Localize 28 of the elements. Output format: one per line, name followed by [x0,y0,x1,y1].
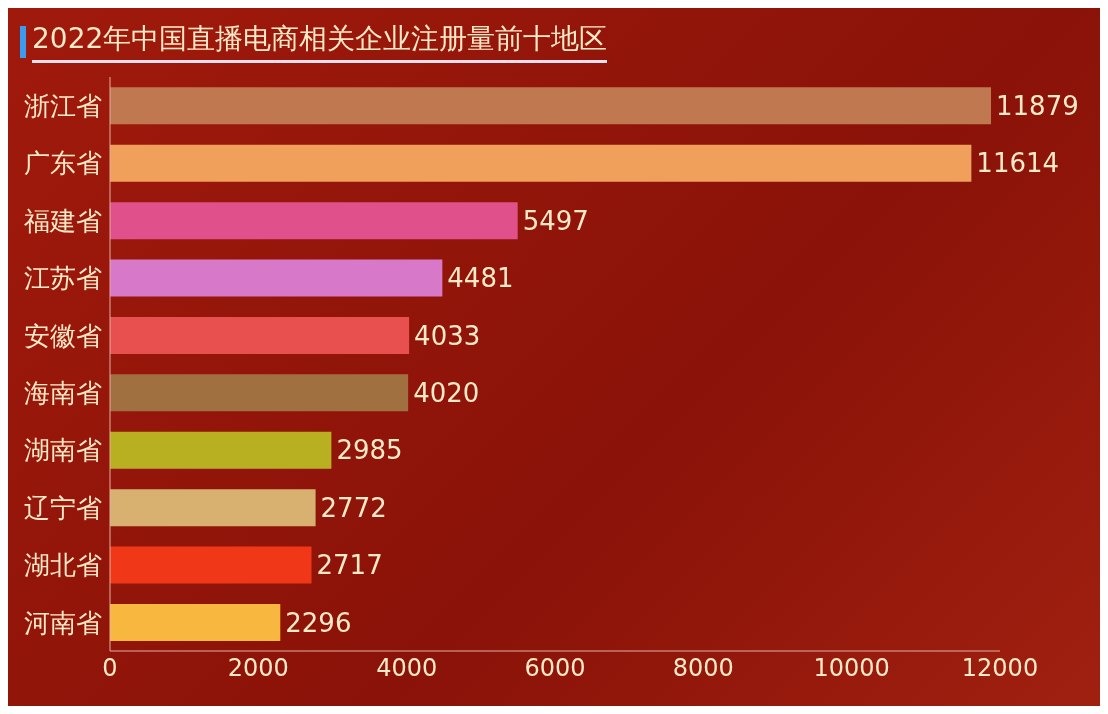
y-tick-label: 浙江省 [24,90,102,121]
y-tick-label: 福建省 [24,205,102,236]
data-label: 2296 [285,607,352,638]
y-tick-label: 安徽省 [24,320,102,351]
chart-title: 2022年中国直播电商相关企业注册量前十地区 [32,20,608,63]
data-label: 2717 [316,550,383,581]
data-label: 5497 [522,205,589,236]
data-label: 4033 [414,320,481,351]
x-tick-label: 4000 [376,654,438,683]
x-tick-label: 2000 [227,654,289,683]
y-tick-label: 湖北省 [24,550,102,581]
data-label: 4481 [447,263,514,294]
data-label: 4020 [413,378,480,409]
y-tick-label: 辽宁省 [24,492,102,523]
x-tick-label: 8000 [672,654,734,683]
data-label: 2772 [320,492,387,523]
data-label: 11879 [996,91,1079,122]
y-tick-label: 广东省 [24,148,102,179]
data-label: 11614 [976,148,1060,179]
x-tick-label: 0 [102,654,118,683]
y-tick-label: 海南省 [24,377,102,408]
y-tick-label: 江苏省 [24,263,102,294]
y-tick-label: 湖南省 [24,435,102,466]
data-label: 2985 [336,435,403,466]
x-tick-label: 10000 [813,654,890,683]
x-tick-label: 6000 [524,654,586,683]
y-tick-label: 河南省 [24,607,102,638]
x-tick-label: 12000 [961,654,1039,683]
